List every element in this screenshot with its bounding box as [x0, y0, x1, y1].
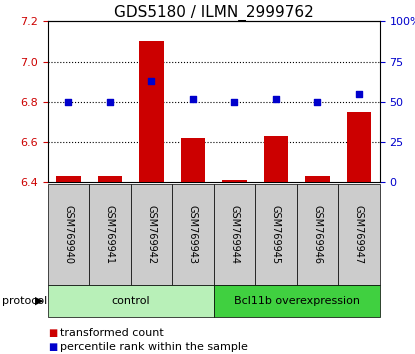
Text: GSM769947: GSM769947 [354, 205, 364, 264]
Text: protocol: protocol [2, 296, 47, 306]
Bar [338, 184, 380, 285]
Bar [347, 112, 371, 182]
Point [273, 96, 279, 101]
Bar [139, 41, 164, 182]
Text: GSM769944: GSM769944 [229, 205, 239, 264]
Bar [264, 136, 288, 182]
Point [314, 99, 321, 105]
Bar [181, 138, 205, 182]
Bar [56, 176, 81, 182]
Bar [305, 176, 330, 182]
Text: Bcl11b overexpression: Bcl11b overexpression [234, 296, 360, 306]
Text: GSM769941: GSM769941 [105, 205, 115, 264]
Bar [89, 184, 131, 285]
Text: GSM769942: GSM769942 [146, 205, 156, 264]
Point [190, 96, 196, 101]
Text: GSM769940: GSM769940 [63, 205, 73, 264]
Bar [255, 184, 297, 285]
Text: transformed count: transformed count [60, 328, 164, 338]
Bar [48, 184, 89, 285]
Point [107, 99, 113, 105]
Text: control: control [111, 296, 150, 306]
Bar [214, 184, 255, 285]
Bar [222, 180, 247, 182]
Point [356, 91, 362, 97]
Text: GSM769946: GSM769946 [312, 205, 322, 264]
Point [65, 99, 72, 105]
Text: ■: ■ [48, 342, 57, 352]
Bar [98, 176, 122, 182]
Text: GSM769943: GSM769943 [188, 205, 198, 264]
Bar [214, 285, 380, 317]
Bar [48, 285, 214, 317]
Text: percentile rank within the sample: percentile rank within the sample [60, 342, 248, 352]
Text: ▶: ▶ [35, 296, 44, 306]
Point [148, 78, 155, 84]
Title: GDS5180 / ILMN_2999762: GDS5180 / ILMN_2999762 [114, 5, 314, 21]
Bar [131, 184, 172, 285]
Bar [297, 184, 338, 285]
Bar [172, 184, 214, 285]
Text: GSM769945: GSM769945 [271, 205, 281, 264]
Text: ■: ■ [48, 328, 57, 338]
Point [231, 99, 238, 105]
